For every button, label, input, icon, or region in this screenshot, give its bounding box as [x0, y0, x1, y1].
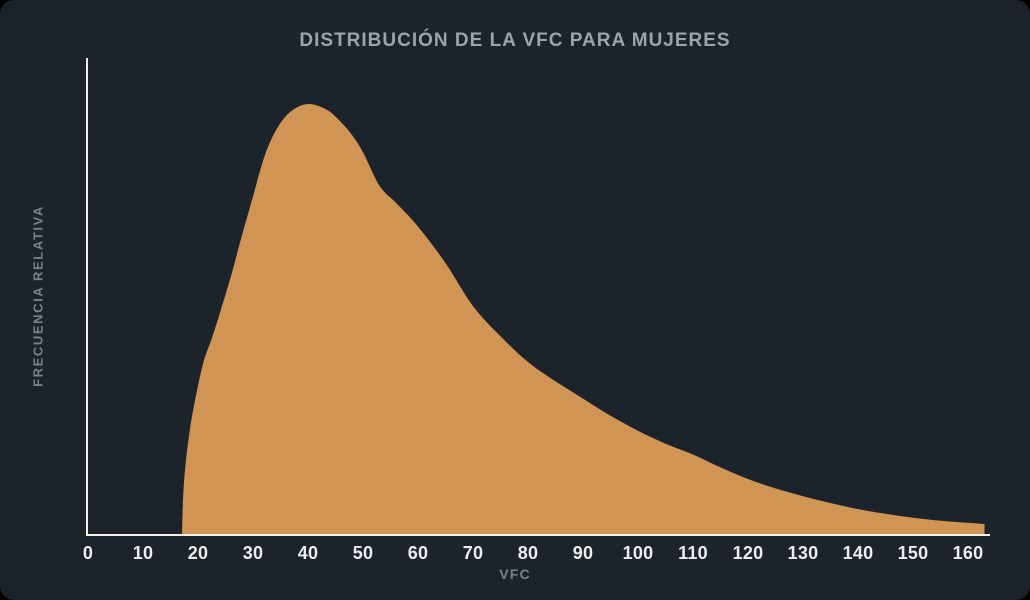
distribution-area [182, 103, 985, 535]
x-tick-label: 140 [842, 543, 874, 563]
x-tick-label: 40 [297, 543, 319, 563]
x-tick-label: 60 [407, 543, 429, 563]
x-tick-label: 120 [732, 543, 764, 563]
x-axis-line [86, 534, 990, 536]
y-axis-line [86, 58, 88, 535]
x-tick-label: 70 [462, 543, 484, 563]
x-tick-label: 80 [517, 543, 539, 563]
x-tick-label: 110 [678, 543, 708, 563]
x-axis-label: VFC [499, 566, 531, 582]
chart-title: DISTRIBUCIÓN DE LA VFC PARA MUJERES [299, 30, 731, 51]
x-tick-label: 50 [352, 543, 374, 563]
x-tick-label: 10 [132, 543, 154, 563]
x-tick-label: 130 [787, 543, 819, 563]
x-tick-label: 0 [82, 543, 94, 563]
x-tick-label: 100 [622, 543, 654, 563]
x-tick-label: 160 [952, 543, 984, 563]
x-tick-label: 20 [187, 543, 209, 563]
x-tick-label: 150 [897, 543, 929, 563]
x-tick-label: 30 [242, 543, 264, 563]
y-axis-label: FRECUENCIA RELATIVA [30, 205, 46, 387]
x-tick-label: 90 [572, 543, 594, 563]
